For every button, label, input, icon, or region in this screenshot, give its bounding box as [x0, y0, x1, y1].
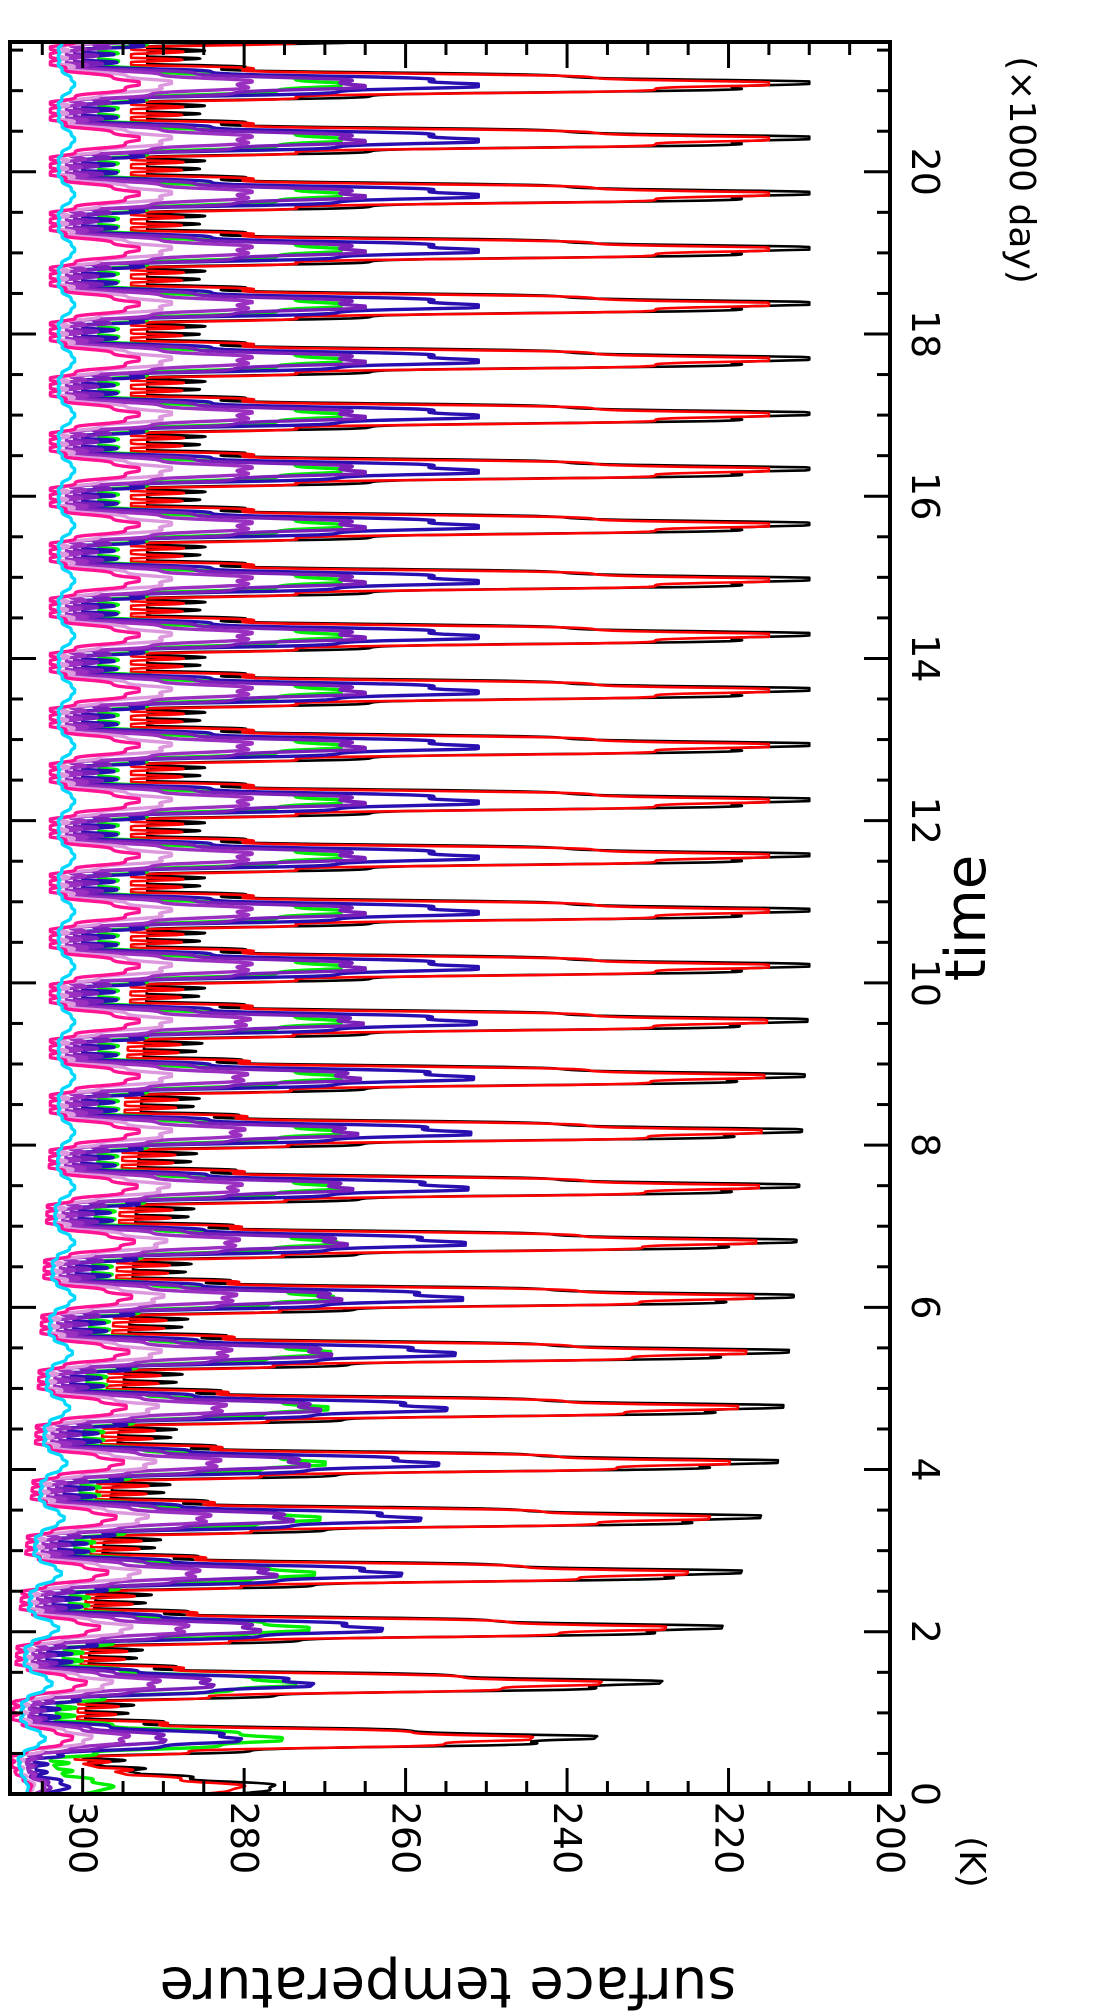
y-tick-label: 260	[384, 1802, 428, 1875]
series-line-7	[16, 40, 174, 1796]
y-tick-label: 220	[707, 1802, 751, 1875]
x-axis-unit-label: (×1000 day)	[1001, 56, 1042, 284]
y-axis-unit-label: (K)	[951, 1836, 992, 1888]
label-layer: 0 2 4 6 8 10 12 14 16 18 20 200 220 240 260 280 300	[61, 148, 947, 1875]
y-tick-label: 240	[545, 1802, 589, 1875]
series-line-8	[8, 40, 141, 1796]
x-tick-label: 16	[903, 472, 947, 520]
y-axis-title: surface temperature	[160, 1954, 737, 2016]
series-layer	[8, 40, 811, 1796]
x-tick-label: 10	[903, 959, 947, 1007]
x-tick-label: 20	[903, 148, 947, 196]
x-tick-label: 12	[903, 797, 947, 845]
x-tick-label: 18	[903, 310, 947, 358]
tick-layer	[10, 42, 892, 1796]
x-tick-label: 14	[903, 634, 947, 682]
y-tick-label: 300	[61, 1802, 105, 1875]
x-tick-label: 4	[903, 1458, 947, 1482]
y-tick-label: 280	[222, 1802, 266, 1875]
x-tick-label: 2	[903, 1620, 947, 1644]
series-line-2	[73, 40, 771, 1796]
plot-frame	[8, 40, 892, 1796]
x-tick-label: 8	[903, 1133, 947, 1157]
x-axis-title: time	[934, 855, 999, 982]
x-tick-label: 0	[903, 1782, 947, 1806]
x-tick-label: 6	[903, 1295, 947, 1319]
series-line-9	[16, 40, 77, 1796]
y-tick-label: 200	[868, 1802, 912, 1875]
